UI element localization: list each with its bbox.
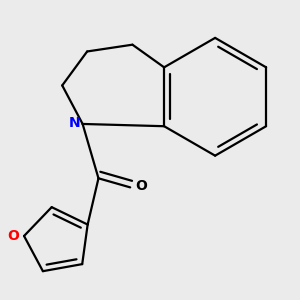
Text: O: O — [7, 229, 19, 243]
Text: O: O — [136, 179, 147, 193]
Text: N: N — [69, 116, 80, 130]
